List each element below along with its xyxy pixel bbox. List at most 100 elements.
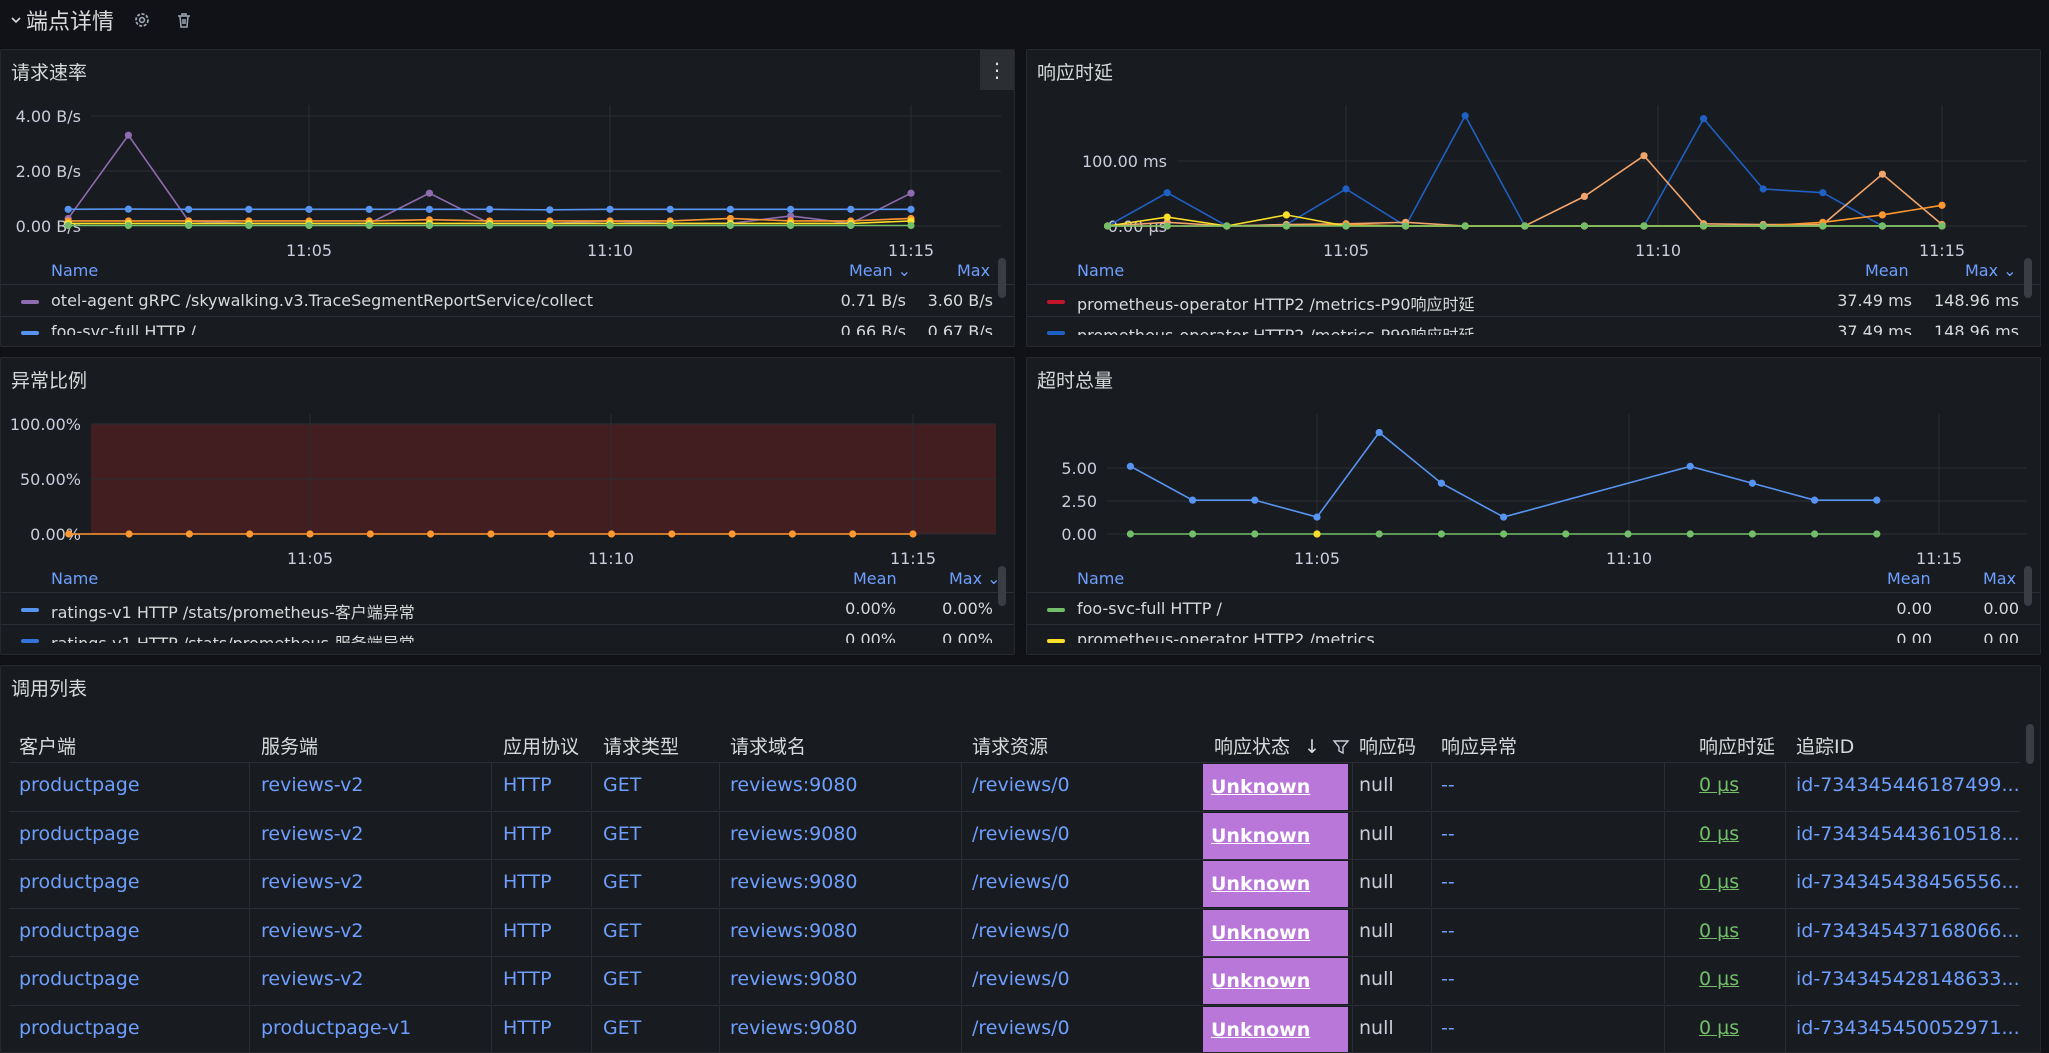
- legend-item[interactable]: foo-svc-full HTTP / 0.00 0.00: [1027, 594, 2040, 625]
- cell-status[interactable]: Unknown: [1203, 861, 1348, 907]
- column-divider: [1785, 763, 1786, 810]
- legend-scrollbar[interactable]: [998, 258, 1006, 298]
- legend-scrollbar[interactable]: [998, 566, 1006, 606]
- cell-trace-id[interactable]: id-734345438456556...: [1796, 871, 2020, 893]
- cell-status[interactable]: Unknown: [1203, 812, 1348, 859]
- col-header-latency[interactable]: 响应时延: [1699, 736, 1776, 758]
- row-settings-button[interactable]: [128, 6, 156, 34]
- cell-latency[interactable]: 0 µs: [1699, 968, 1740, 990]
- table-row[interactable]: productpage reviews-v2 HTTP GET reviews:9080…: [9, 762, 2020, 810]
- table-row[interactable]: productpage reviews-v2 HTTP GET reviews:9080…: [9, 810, 2020, 859]
- cell-status[interactable]: Unknown: [1203, 764, 1348, 810]
- col-header-protocol[interactable]: 应用协议: [503, 736, 580, 758]
- cell-latency[interactable]: 0 µs: [1699, 919, 1740, 942]
- cell-status[interactable]: Unknown: [1203, 1006, 1348, 1052]
- table-scrollbar[interactable]: [2026, 724, 2034, 764]
- cell-client[interactable]: productpage: [19, 774, 140, 796]
- table-row[interactable]: productpage productpage-v1 HTTP GET reviews:…: [9, 1004, 2020, 1052]
- data-point: [606, 205, 614, 213]
- col-header-code[interactable]: 响应码: [1359, 736, 1417, 758]
- legend-col-name[interactable]: Name: [1077, 569, 1125, 588]
- cell-client[interactable]: productpage: [19, 871, 140, 893]
- legend: Name Mean Max ⌄ prometheus-operator HTTP…: [1027, 255, 2040, 335]
- col-header-server[interactable]: 服务端: [261, 736, 319, 758]
- cell-client[interactable]: productpage: [19, 968, 140, 990]
- table-row[interactable]: productpage reviews-v2 HTTP GET reviews:9080…: [9, 859, 2020, 907]
- cell-latency[interactable]: 0 µs: [1699, 822, 1740, 845]
- panel-title: 异常比例: [11, 370, 88, 392]
- legend-item[interactable]: prometheus-operator HTTP2 /metrics 0.00 …: [1027, 625, 2040, 643]
- cell-trace-id[interactable]: id-734345443610518...: [1796, 822, 2020, 845]
- legend-col-name[interactable]: Name: [1077, 261, 1125, 280]
- series-swatch: [21, 300, 39, 304]
- data-point: [726, 221, 735, 230]
- cell-server[interactable]: productpage-v1: [261, 1016, 412, 1039]
- col-header-client[interactable]: 客户端: [19, 736, 77, 758]
- legend-col-mean[interactable]: Mean ⌄: [849, 261, 912, 280]
- cell-trace-id[interactable]: id-734345428148633...: [1796, 968, 2020, 990]
- col-header-domain[interactable]: 请求域名: [730, 736, 807, 758]
- cell-trace-id[interactable]: id-734345446187499...: [1796, 774, 2020, 796]
- row-toggle[interactable]: 端点详情: [10, 4, 114, 36]
- cell-client[interactable]: productpage: [19, 919, 140, 942]
- cell-server[interactable]: reviews-v2: [261, 871, 364, 893]
- x-tick-label: 11:05: [1294, 549, 1340, 568]
- cell-status[interactable]: Unknown: [1203, 958, 1348, 1004]
- cell-server[interactable]: reviews-v2: [261, 822, 364, 845]
- legend-item[interactable]: ratings-v1 HTTP /stats/prometheus-服务端异常 …: [1, 625, 1014, 643]
- legend-item[interactable]: prometheus-operator HTTP2 /metrics-P99响应…: [1027, 317, 2040, 335]
- legend-col-max[interactable]: Max: [957, 261, 991, 280]
- data-point: [1759, 185, 1767, 193]
- legend-item-max: 0.67 B/s: [927, 322, 993, 335]
- legend-item[interactable]: ratings-v1 HTTP /stats/prometheus-客户端异常 …: [1, 594, 1014, 625]
- cell-trace-id[interactable]: id-734345450052971...: [1796, 1016, 2020, 1039]
- col-header-request-type[interactable]: 请求类型: [603, 736, 680, 758]
- column-divider: [1431, 860, 1432, 907]
- cell-client[interactable]: productpage: [19, 822, 140, 845]
- data-point: [1375, 428, 1383, 437]
- error-ratio-chart: 0.00% 50.00% 100.00% 11:05 11:10 11:15: [10, 414, 996, 568]
- data-point: [788, 530, 797, 538]
- legend-scrollbar[interactable]: [2024, 258, 2032, 298]
- cell-resource: /reviews/0: [972, 871, 1070, 893]
- legend-col-mean[interactable]: Mean: [1887, 569, 1931, 588]
- col-header-exception[interactable]: 响应异常: [1441, 736, 1518, 758]
- legend-col-max[interactable]: Max ⌄: [1965, 261, 2017, 280]
- col-header-trace-id[interactable]: 追踪ID: [1796, 736, 1855, 758]
- column-divider: [1431, 763, 1432, 810]
- legend-col-name[interactable]: Name: [51, 569, 99, 588]
- row-delete-button[interactable]: [170, 6, 198, 34]
- cell-server[interactable]: reviews-v2: [261, 774, 364, 796]
- data-point: [546, 206, 554, 214]
- cell-latency[interactable]: 0 µs: [1699, 774, 1740, 796]
- cell-latency[interactable]: 0 µs: [1699, 871, 1740, 893]
- legend-col-name[interactable]: Name: [51, 261, 99, 280]
- cell-status[interactable]: Unknown: [1203, 909, 1348, 956]
- series-swatch: [21, 639, 39, 643]
- legend-item[interactable]: prometheus-operator HTTP2 /metrics-P90响应…: [1027, 286, 2040, 317]
- column-divider: [249, 908, 250, 956]
- legend-item[interactable]: foo-svc-full HTTP / 0.66 B/s 0.67 B/s: [1, 317, 1014, 335]
- column-divider: [1431, 908, 1432, 956]
- legend: Name Mean Max foo-svc-full HTTP / 0.00 0…: [1027, 563, 2040, 643]
- col-header-resource[interactable]: 请求资源: [972, 736, 1049, 758]
- legend-col-max[interactable]: Max ⌄: [949, 569, 1001, 588]
- cell-server[interactable]: reviews-v2: [261, 968, 364, 990]
- legend-col-max[interactable]: Max: [1983, 569, 2017, 588]
- legend-col-mean[interactable]: Mean: [1865, 261, 1909, 280]
- table-row[interactable]: productpage reviews-v2 HTTP GET reviews:9080…: [9, 956, 2020, 1004]
- cell-domain: reviews:9080: [730, 1016, 858, 1039]
- cell-client[interactable]: productpage: [19, 1016, 140, 1039]
- cell-trace-id[interactable]: id-734345437168066...: [1796, 919, 2020, 942]
- series-line: [1107, 154, 1943, 227]
- col-header-status[interactable]: 响应状态 ↓: [1214, 732, 1350, 759]
- panel-menu-button[interactable]: ⋮: [980, 50, 1014, 90]
- cell-server[interactable]: reviews-v2: [261, 919, 364, 942]
- table-row[interactable]: productpage reviews-v2 HTTP GET reviews:9080…: [9, 907, 2020, 956]
- legend-scrollbar[interactable]: [2024, 566, 2032, 606]
- legend-item[interactable]: otel-agent gRPC /skywalking.v3.TraceSegm…: [1, 286, 1014, 317]
- cell-latency[interactable]: 0 µs: [1699, 1016, 1740, 1039]
- legend-col-mean[interactable]: Mean: [853, 569, 897, 588]
- filter-icon[interactable]: [1332, 738, 1350, 756]
- data-point: [1748, 530, 1756, 538]
